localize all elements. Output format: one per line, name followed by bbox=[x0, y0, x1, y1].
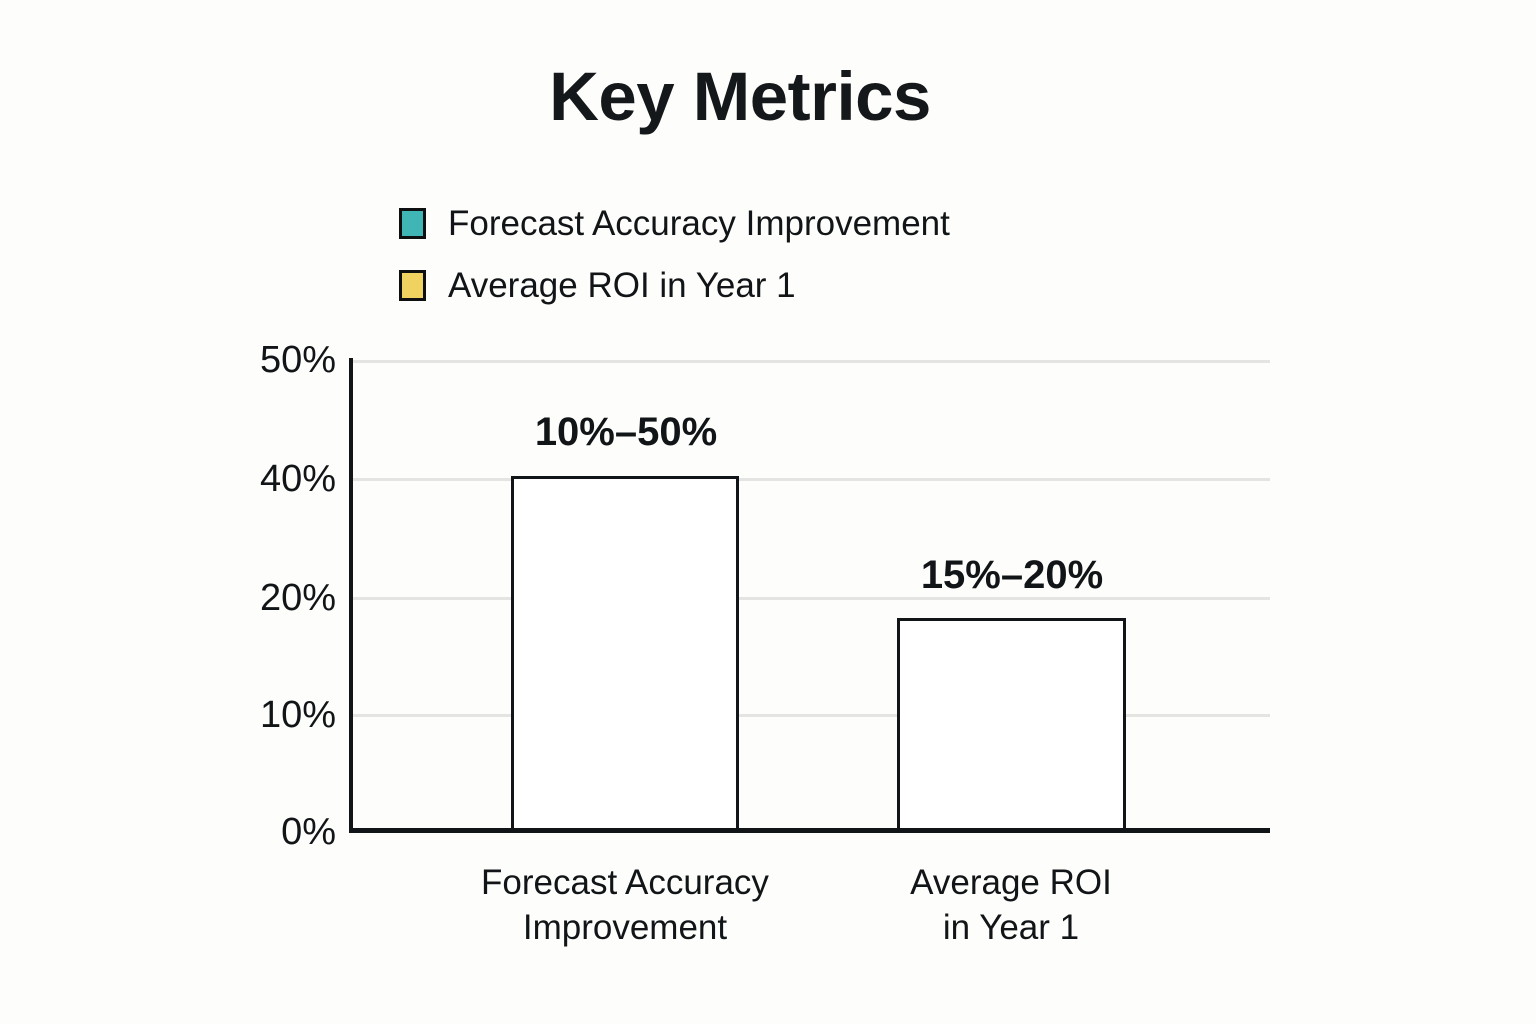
legend-label-forecast-accuracy-improvement: Forecast Accuracy Improvement bbox=[448, 203, 950, 243]
gridline-40 bbox=[352, 478, 1270, 481]
bar-value-label-average-roi-in-year-1: 15%–20% bbox=[920, 553, 1104, 597]
y-axis-line bbox=[349, 358, 353, 833]
chart-legend: Forecast Accuracy Improvement Average RO… bbox=[399, 203, 950, 305]
legend-item-forecast-accuracy-improvement[interactable]: Forecast Accuracy Improvement bbox=[399, 203, 950, 243]
plot-area bbox=[352, 360, 1270, 830]
chart-title: Key Metrics bbox=[549, 58, 931, 135]
legend-swatch-teal bbox=[399, 207, 426, 239]
gridline-20 bbox=[352, 597, 1270, 600]
y-axis-tick-label-20: 20% bbox=[259, 577, 336, 619]
bar-value-label-forecast-accuracy-improvement: 10%–50% bbox=[534, 410, 718, 454]
legend-item-average-roi-in-year-1[interactable]: Average ROI in Year 1 bbox=[399, 265, 950, 305]
x-axis-category-label-line-2: Improvement bbox=[522, 907, 728, 947]
y-axis-tick-label-0: 0% bbox=[281, 811, 336, 853]
y-axis-tick-label-40: 40% bbox=[259, 458, 336, 500]
x-axis-category-label-forecast-accuracy-improvement: Forecast Accuracy Improvement bbox=[425, 861, 825, 951]
gridline-10 bbox=[352, 714, 1270, 717]
x-axis-line bbox=[349, 828, 1270, 833]
x-axis-category-label-line-1: Forecast Accuracy bbox=[481, 863, 769, 902]
bar-forecast-accuracy-improvement[interactable] bbox=[511, 476, 739, 830]
x-axis-category-label-line-1: Average ROI bbox=[910, 863, 1112, 902]
x-axis-category-label-average-roi-in-year-1: Average ROI in Year 1 bbox=[811, 861, 1211, 951]
bar-average-roi-in-year-1[interactable] bbox=[897, 618, 1126, 830]
y-axis-tick-label-50: 50% bbox=[259, 339, 336, 381]
gridline-50 bbox=[352, 360, 1270, 363]
y-axis-tick-label-10: 10% bbox=[259, 694, 336, 736]
legend-label-average-roi-in-year-1: Average ROI in Year 1 bbox=[448, 265, 796, 305]
legend-swatch-gold bbox=[399, 269, 426, 301]
x-axis-category-label-line-2: in Year 1 bbox=[942, 907, 1080, 947]
